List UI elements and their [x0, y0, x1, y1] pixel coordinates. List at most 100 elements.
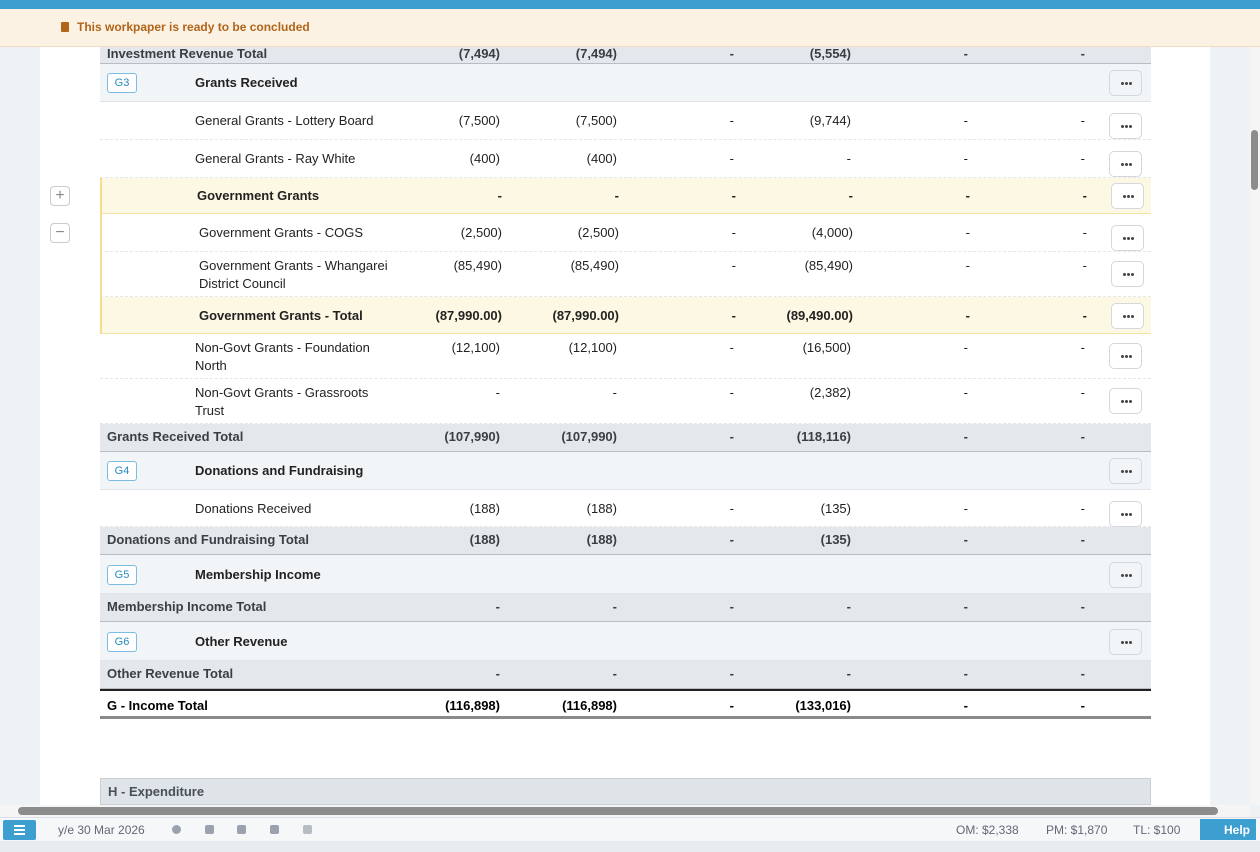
- bell-icon[interactable]: [205, 825, 214, 834]
- cell-value: -: [963, 385, 968, 400]
- cell-value: -: [1080, 429, 1085, 444]
- table-row: Other Revenue Total - - - - - -: [100, 661, 1151, 689]
- help-button[interactable]: Help: [1200, 819, 1256, 840]
- cell-value: -: [846, 666, 851, 681]
- notes-icon[interactable]: [237, 825, 246, 834]
- cell-value: -: [965, 225, 970, 240]
- cell-value: -: [1082, 188, 1087, 203]
- cell-value: -: [846, 151, 851, 166]
- cell-value: -: [1080, 666, 1085, 681]
- row-label: Other Revenue: [195, 634, 288, 649]
- expand-button[interactable]: +: [50, 186, 70, 206]
- cell-value: -: [848, 188, 853, 203]
- row-menu-button[interactable]: [1111, 225, 1144, 251]
- vertical-scrollbar[interactable]: [1250, 46, 1260, 805]
- row-menu-button[interactable]: [1111, 261, 1144, 287]
- cell-value: (12,100): [451, 340, 500, 355]
- cell-value: (400): [469, 151, 500, 166]
- cell-value: (16,500): [802, 340, 851, 355]
- table-row: H - Expenditure: [100, 778, 1151, 805]
- cell-value: -: [729, 501, 734, 516]
- table-row: Government Grants - Total (87,990.00) (87,…: [100, 297, 1151, 334]
- row-menu-button[interactable]: [1109, 388, 1142, 414]
- clock-icon[interactable]: [172, 825, 181, 834]
- cell-value: -: [731, 188, 736, 203]
- cell-value: -: [495, 599, 500, 614]
- comment-icon[interactable]: [270, 825, 279, 834]
- collapse-button[interactable]: −: [50, 223, 70, 243]
- cell-value: -: [1080, 532, 1085, 547]
- cell-value: (87,990.00): [435, 308, 503, 323]
- banner: This workpaper is ready to be concluded: [0, 9, 1260, 47]
- row-menu-button[interactable]: [1109, 458, 1142, 484]
- row-label: Non-Govt Grants - Grassroots Trust: [195, 385, 369, 418]
- cell-value: (4,000): [811, 225, 853, 240]
- row-label: Non-Govt Grants - Foundation North: [195, 340, 370, 373]
- cell-value: (2,382): [809, 385, 851, 400]
- row-label: General Grants - Lottery Board: [195, 113, 374, 128]
- share-icon[interactable]: [303, 825, 312, 834]
- row-menu-button[interactable]: [1109, 562, 1142, 588]
- cell-value: -: [1080, 340, 1085, 355]
- table-row: Grants Received Total (107,990) (107,990) -…: [100, 424, 1151, 452]
- tl: TL: $100: [1133, 823, 1181, 837]
- vertical-scroll-thumb[interactable]: [1251, 130, 1258, 190]
- table-row: Government Grants - COGS (2,500) (2,500) - (…: [100, 214, 1151, 252]
- cell-value: (188): [586, 532, 617, 547]
- banner-message: This workpaper is ready to be concluded: [77, 20, 310, 34]
- cell-value: -: [963, 46, 968, 61]
- cell-value: (135): [820, 501, 851, 516]
- row-menu-button[interactable]: [1111, 303, 1144, 329]
- cell-value: -: [1080, 113, 1085, 128]
- row-menu-button[interactable]: [1109, 113, 1142, 139]
- section-code: G3: [107, 73, 137, 93]
- period: y/e 30 Mar 2026: [58, 823, 145, 837]
- row-label: General Grants - Ray White: [195, 151, 356, 166]
- menu-button[interactable]: [3, 820, 36, 840]
- cell-value: (133,016): [795, 698, 851, 713]
- cell-value: -: [495, 666, 500, 681]
- row-label: Government Grants: [197, 188, 320, 203]
- cell-value: (7,494): [458, 46, 500, 61]
- table-row: Government Grants - Whangarei District C…: [100, 252, 1151, 297]
- row-menu-button[interactable]: [1109, 151, 1142, 177]
- horizontal-scroll-thumb[interactable]: [18, 807, 1218, 815]
- pm: PM: $1,870: [1046, 823, 1108, 837]
- table-row: G3 Grants Received: [100, 64, 1151, 102]
- cell-value: -: [1080, 698, 1085, 713]
- cell-value: -: [1082, 258, 1087, 273]
- cell-value: -: [965, 308, 970, 323]
- cell-value: (7,500): [458, 113, 500, 128]
- cell-value: -: [963, 151, 968, 166]
- row-menu-button[interactable]: [1109, 501, 1142, 527]
- cell-value: -: [731, 308, 736, 323]
- cell-value: -: [846, 599, 851, 614]
- cell-value: -: [612, 385, 617, 400]
- cell-value: (85,490): [453, 258, 502, 273]
- table-row: Government Grants - - - - - -: [100, 178, 1151, 214]
- section-code: G6: [107, 632, 137, 652]
- cell-value: (7,494): [575, 46, 617, 61]
- cell-value: -: [729, 385, 734, 400]
- row-menu-button[interactable]: [1109, 343, 1142, 369]
- table-row: Membership Income Total - - - - - -: [100, 594, 1151, 622]
- table-row: Non-Govt Grants - Foundation North (12,10…: [100, 334, 1151, 379]
- row-menu-button[interactable]: [1109, 629, 1142, 655]
- cell-value: -: [965, 258, 970, 273]
- cell-value: (118,116): [796, 429, 851, 444]
- row-menu-button[interactable]: [1111, 183, 1144, 209]
- cell-value: -: [729, 151, 734, 166]
- om: OM: $2,338: [956, 823, 1019, 837]
- row-menu-button[interactable]: [1109, 70, 1142, 96]
- section-code: G5: [107, 565, 137, 585]
- row-label: Grants Received: [195, 75, 298, 90]
- cell-value: (116,898): [445, 698, 500, 713]
- table-row: G - Income Total (116,898) (116,898) - (133,…: [100, 689, 1151, 719]
- cell-value: -: [497, 188, 502, 203]
- cell-value: (188): [469, 532, 500, 547]
- cell-value: (107,990): [444, 429, 500, 444]
- row-label: H - Expenditure: [108, 784, 205, 799]
- table-row: G4 Donations and Fundraising: [100, 452, 1151, 490]
- cell-value: (188): [469, 501, 500, 516]
